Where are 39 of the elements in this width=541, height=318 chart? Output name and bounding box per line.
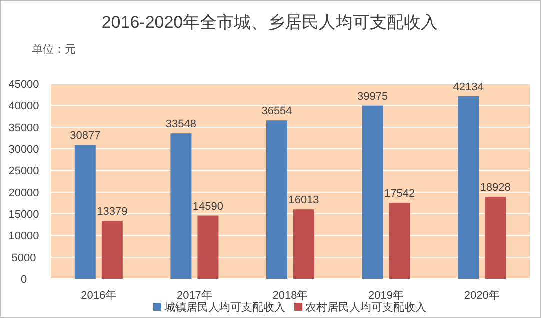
x-tick-label: 2018年 bbox=[272, 290, 308, 302]
data-label: 42134 bbox=[453, 81, 484, 94]
bar bbox=[102, 221, 123, 279]
x-tick-label: 2017年 bbox=[176, 290, 212, 302]
y-tick-label: 45000 bbox=[8, 79, 40, 91]
data-label: 13379 bbox=[97, 206, 128, 218]
bar bbox=[74, 145, 96, 279]
bar bbox=[389, 202, 410, 279]
bar bbox=[198, 216, 219, 279]
x-tick-label: 2019年 bbox=[368, 290, 404, 302]
data-label: 17542 bbox=[384, 188, 416, 200]
x-tick-label: 2020年 bbox=[464, 290, 500, 302]
legend-label: 城镇居民人均可支配收入 bbox=[164, 301, 286, 314]
bar bbox=[294, 210, 314, 279]
bar bbox=[458, 96, 480, 279]
legend-label: 农村居民人均可支配收入 bbox=[306, 301, 426, 314]
y-tick-label: 15000 bbox=[8, 209, 40, 221]
data-label: 14590 bbox=[192, 200, 224, 213]
y-tick-label: 10000 bbox=[8, 230, 40, 243]
x-tick-label: 2016年 bbox=[81, 290, 117, 302]
data-label: 30877 bbox=[70, 130, 101, 142]
y-tick-label: 40000 bbox=[8, 100, 40, 113]
text: 单位：元 bbox=[32, 43, 76, 56]
y-tick-label: 25000 bbox=[8, 166, 40, 178]
data-label: 36554 bbox=[262, 106, 292, 118]
data-label: 39975 bbox=[358, 90, 388, 103]
data-label: 33548 bbox=[166, 118, 196, 131]
bar bbox=[362, 106, 384, 279]
y-tick-label: 20000 bbox=[8, 187, 40, 200]
chart-title: 2016-2020年全市城、乡居民人均可支配收入 bbox=[102, 13, 438, 32]
y-tick-label: 5000 bbox=[12, 252, 36, 264]
data-label: 18928 bbox=[480, 182, 511, 194]
bar bbox=[485, 196, 506, 279]
data-label: 16013 bbox=[288, 194, 320, 207]
y-tick-label: 0 bbox=[20, 274, 28, 286]
bar bbox=[266, 120, 288, 279]
bar bbox=[170, 134, 192, 279]
y-tick-label: 35000 bbox=[8, 122, 40, 134]
y-tick-label: 30000 bbox=[8, 144, 40, 156]
